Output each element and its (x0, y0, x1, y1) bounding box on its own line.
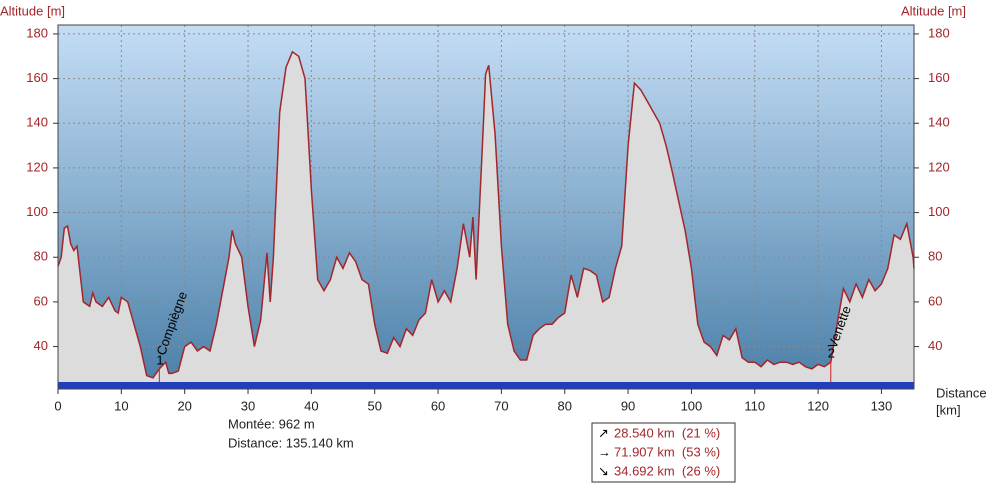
x-tick-label: 130 (871, 398, 893, 413)
x-tick-label: 100 (681, 398, 703, 413)
y-tick-label: 180 (26, 25, 48, 40)
y-tick-label: 100 (26, 204, 48, 219)
plot-frame (57, 24, 915, 390)
y2-tick-label: 40 (928, 338, 942, 353)
leg-line: 34.692 km (26 %) (614, 463, 720, 478)
y-axis-label: Altitude [m] (0, 3, 65, 18)
leg-line: 28.540 km (21 %) (614, 425, 720, 440)
area-fill (58, 51, 914, 390)
x-tick-label: 80 (557, 398, 571, 413)
x-tick-label: 70 (494, 398, 508, 413)
y-tick-label: 140 (26, 115, 48, 130)
x-axis-unit: [km] (936, 402, 961, 417)
x-tick-label: 20 (177, 398, 191, 413)
x-tick-label: 120 (807, 398, 829, 413)
y2-tick-label: 80 (928, 249, 942, 264)
arrow-flat: → (598, 444, 611, 459)
y-tick-label: 80 (34, 249, 48, 264)
profile (57, 50, 915, 390)
summary-line: Montée: 962 m (228, 416, 315, 431)
baseline-bar (58, 382, 914, 389)
x-tick-label: 110 (744, 398, 765, 413)
x-tick-label: 50 (367, 398, 381, 413)
x-tick-label: 10 (114, 398, 128, 413)
leg-line: 71.907 km (53 %) (614, 444, 720, 459)
y2-tick-label: 160 (928, 70, 950, 85)
arrow-down: ↘ (598, 463, 609, 478)
x-tick-label: 60 (431, 398, 445, 413)
arrow-up: ↗ (598, 425, 609, 440)
y2-tick-label: 100 (928, 204, 950, 219)
legs-box (591, 422, 736, 483)
x-axis-label: Distance (936, 385, 987, 400)
y-tick-label: 160 (26, 70, 48, 85)
x-tick-label: 40 (304, 398, 318, 413)
profile-line (57, 50, 915, 379)
y-tick-label: 120 (26, 159, 48, 174)
y2-tick-label: 140 (928, 115, 950, 130)
x-tick-label: 90 (621, 398, 635, 413)
y2-tick-label: 120 (928, 159, 950, 174)
y-tick-label: 60 (34, 293, 48, 308)
y2-tick-label: 180 (928, 25, 950, 40)
y2-axis-label: Altitude [m] (901, 3, 966, 18)
y2-tick-label: 60 (928, 293, 942, 308)
ticks: 0 10 20 30 40 50 60 70 80 90 100 110 120 130 40 60 80 100… (26, 25, 949, 413)
waypoint-number: 1 (156, 352, 163, 367)
waypoint-number: 2 (828, 346, 835, 361)
x-tick-label: 0 (54, 398, 61, 413)
x-tick-label: 30 (241, 398, 255, 413)
y-tick-label: 40 (34, 338, 48, 353)
summary-line: Distance: 135.140 km (228, 435, 354, 450)
